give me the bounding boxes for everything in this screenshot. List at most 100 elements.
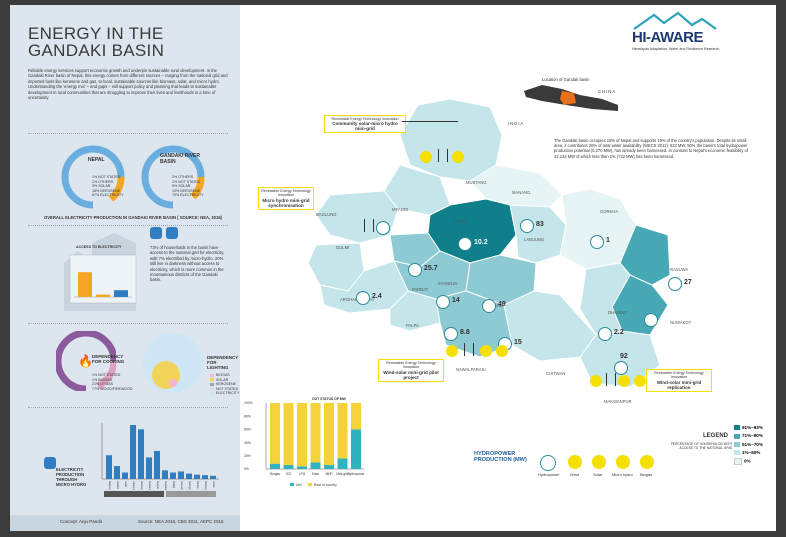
stacked-bar-segment xyxy=(324,465,334,469)
left-panel: ENERGY IN THE GANDAKI BASIN Reliable ene… xyxy=(10,5,240,531)
legend-item: 71%–90% xyxy=(734,433,763,439)
hydropower-pin xyxy=(482,299,496,313)
hydropower-pin xyxy=(458,237,472,251)
icon-caption: Hydropower xyxy=(538,472,560,477)
district-label: MYAGDI xyxy=(392,207,409,212)
callout-head: Renewable Energy Technology Innovation xyxy=(654,371,704,380)
map-description: The Gandaki basin occupies 19% of Nepal … xyxy=(554,138,748,159)
micro-hydro-category: Kaski xyxy=(124,481,127,487)
y-tick-label: 100% xyxy=(244,401,253,405)
logo-text: HI-AWARE xyxy=(632,29,704,46)
stacked-bar-segment xyxy=(310,403,321,463)
hydropower-pin xyxy=(644,313,658,327)
gandaki-item: 79% ELECTRICITY xyxy=(172,193,204,197)
wind-icon xyxy=(446,345,458,357)
hydropower-value: 10.2 xyxy=(474,239,488,246)
pylon-icon xyxy=(606,373,616,386)
hydropower-pin xyxy=(668,277,682,291)
wind-icon xyxy=(590,375,602,387)
divider xyxy=(28,133,228,134)
logo-subtext: Himalayan Adaptation, Water and Resilien… xyxy=(632,47,720,51)
callout-head: Renewable Energy Technology Innovation xyxy=(386,361,436,370)
district-label: CHITWAN xyxy=(546,371,566,376)
electricity-icon xyxy=(166,227,178,239)
gandaki-item: 5% SOLAR xyxy=(172,184,191,188)
stacked-bar-segment xyxy=(337,403,348,459)
micro-hydro-bar xyxy=(170,472,176,479)
cooking-item: 1% BIOGAS xyxy=(92,377,112,382)
micro-hydro-bar xyxy=(194,474,200,479)
lighting-label-line: DEPENDENCY xyxy=(207,355,239,360)
infographic-page: ENERGY IN THE GANDAKI BASIN Reliable ene… xyxy=(10,5,776,531)
lighting-item: SOLAR xyxy=(210,378,239,383)
cooking-label-line: FOR COOKING xyxy=(92,359,125,364)
cooking-item: 77% WOOD/FIREWOOD xyxy=(92,386,133,391)
access-bar xyxy=(78,272,92,297)
solar-icon xyxy=(618,375,630,387)
gandaki-item: 13% KEROSENE xyxy=(172,188,201,193)
stacked-bar-segment xyxy=(283,403,294,466)
micro-hydro-icon xyxy=(496,345,508,357)
hydropower-value: 14 xyxy=(452,297,460,304)
home-icon xyxy=(150,227,162,239)
callout-body: Wind-solar mini-grid replication xyxy=(656,379,702,390)
lighting-items: BIOGAS SOLAR KEROSENE NOT STATED ELECTRI… xyxy=(210,373,239,396)
district-label: GORKHA xyxy=(600,209,619,214)
micro-hydro-icon xyxy=(452,151,464,163)
nepal-donut-items: 1% NOT STATED 1% OTHERS 3% SOLAR 18% KER… xyxy=(92,175,124,198)
hydro-production-label-line: PRODUCTION (MW) xyxy=(474,457,527,463)
callout-wind-solar-pilot: Renewable Energy Technology Innovation W… xyxy=(378,359,444,382)
category-label: Hydropower xyxy=(347,472,365,476)
legend-subtitle: PERCENTAGE OF HOUSEHOLDS WITH ACCESS TO … xyxy=(670,442,732,450)
micro-hydro-bar xyxy=(186,473,192,479)
callout-mini-grid-sync: Renewable Energy Technology Innovation M… xyxy=(258,187,314,210)
district-label: PARBAT xyxy=(412,287,429,292)
micro-hydro-label-line: MICRO HYDRO xyxy=(56,482,87,487)
micro-hydro-bar xyxy=(162,470,168,479)
lighting-item: NOT STATED xyxy=(210,387,239,392)
locator-map xyxy=(524,85,618,111)
hydropower-value: 2.2 xyxy=(614,329,624,336)
district-label: SYANGJA xyxy=(438,281,458,286)
icon-caption: Micro hydro xyxy=(612,472,633,477)
nepal-item: 67% ELECTRICITY xyxy=(92,193,124,197)
map-panel: HI-AWARE Himalayan Adaptation, Water and… xyxy=(240,5,776,531)
cooking-label-line: DEPENDENCY xyxy=(92,354,124,359)
district-label: DHADING xyxy=(608,310,628,315)
lighting-label: DEPENDENCY FOR LIGHTING xyxy=(207,355,239,370)
cooking-item: 21% LP GAS xyxy=(92,382,114,386)
micro-hydro-category: Nuwakot xyxy=(164,481,167,491)
hydropower-pin xyxy=(436,295,450,309)
stacked-bar-title: OUT STATUS OF MW xyxy=(312,397,346,401)
divider xyxy=(28,323,228,324)
donut-charts xyxy=(61,145,205,209)
hydropower-pin xyxy=(408,263,422,277)
icon-caption: Biogas xyxy=(640,472,653,477)
legend-urb: Urb xyxy=(296,483,302,487)
micro-hydro-icon xyxy=(44,457,56,469)
y-tick-label: 60% xyxy=(244,428,251,432)
icon-caption: Wind xyxy=(570,472,580,477)
stacked-bar-segment xyxy=(324,403,334,466)
legend-item: 51%–70% xyxy=(734,442,763,447)
pylon-icon xyxy=(464,343,474,356)
stacked-bar-segment xyxy=(351,429,361,469)
nepal-item: 1% OTHERS xyxy=(92,179,114,184)
micro-hydro-category: Manang xyxy=(140,481,143,490)
micro-hydro-legend-icon xyxy=(616,455,630,469)
hydro-production-label-line: HYDROPOWER xyxy=(474,451,516,457)
lighting-item: ELECTRICITY xyxy=(210,391,239,396)
gandaki-donut xyxy=(141,145,205,209)
hydropower-value: 43.1 xyxy=(660,315,674,322)
india-label: INDIA xyxy=(508,121,525,126)
svg-text:🔥: 🔥 xyxy=(78,354,93,368)
hydropower-pin xyxy=(356,291,370,305)
category-label: MHP xyxy=(325,472,332,476)
biogas-legend-icon xyxy=(640,455,654,469)
footer-concept: Concept: Anju Pandit xyxy=(60,519,103,524)
micro-hydro-bar xyxy=(106,455,112,479)
nepal-item: 1% NOT STATED xyxy=(92,175,121,179)
wind-legend-icon xyxy=(568,455,582,469)
lighting-item: KEROSENE xyxy=(210,382,239,387)
hydropower-pin xyxy=(444,327,458,341)
